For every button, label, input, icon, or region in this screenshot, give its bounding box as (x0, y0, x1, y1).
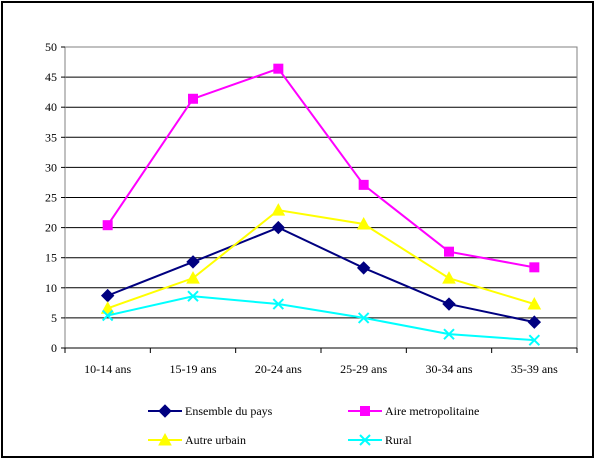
data-point (442, 271, 456, 284)
data-point (271, 203, 286, 216)
y-tick-label: 30 (45, 160, 57, 174)
data-point (357, 312, 370, 324)
legend-item: Rural (348, 433, 412, 447)
data-point (356, 216, 371, 230)
y-axis: 0 5 10 15 20 25 30 35 40 45 50 (45, 40, 65, 355)
data-point (360, 406, 370, 416)
series-3 (101, 290, 541, 346)
x-tick-label: 15-19 ans (170, 362, 217, 376)
data-point (271, 220, 286, 235)
series-1 (102, 63, 540, 273)
data-point (273, 63, 284, 74)
data-point (186, 255, 200, 269)
data-point (527, 297, 542, 310)
y-tick-label: 25 (45, 191, 57, 205)
series-line (107, 209, 535, 310)
y-tick-label: 10 (45, 281, 57, 295)
data-point (442, 297, 456, 311)
data-point (356, 261, 371, 275)
data-point (100, 301, 115, 314)
series-line (107, 226, 535, 324)
x-tick-label: 25-29 ans (340, 362, 387, 376)
y-tick-label: 5 (51, 311, 57, 325)
y-tick-label: 50 (45, 40, 57, 54)
data-point (188, 93, 198, 104)
legend-label: Autre urbain (185, 433, 246, 447)
legend-label: Rural (385, 433, 412, 447)
data-point (528, 334, 541, 346)
legend: Ensemble du pays Aire metropolitaine Autre… (148, 404, 479, 447)
data-point (444, 246, 454, 257)
data-point (443, 328, 455, 340)
y-tick-label: 20 (45, 221, 57, 235)
x-axis: 10-14 ans 15-19 ans 20-24 ans 25-29 ans 30-3… (64, 347, 578, 376)
x-tick-label: 35-39 ans (511, 362, 558, 376)
series-group (100, 63, 542, 346)
x-tick-label: 20-24 ans (255, 362, 302, 376)
legend-label: Aire metropolitaine (385, 404, 479, 418)
data-point (272, 298, 285, 310)
legend-label: Ensemble du pays (185, 404, 273, 418)
series-line (107, 295, 535, 342)
y-tick-label: 40 (45, 100, 57, 114)
legend-item: Aire metropolitaine (348, 404, 479, 418)
x-tick-label: 30-34 ans (426, 362, 473, 376)
y-tick-label: 0 (51, 341, 57, 355)
legend-item: Ensemble du pays (148, 404, 273, 418)
series-line (106, 67, 535, 269)
data-point (101, 309, 114, 322)
data-point (529, 262, 540, 273)
data-point (158, 404, 172, 418)
y-tick-label: 45 (45, 70, 57, 84)
data-point (102, 220, 113, 231)
series-2 (100, 203, 542, 314)
data-point (527, 315, 542, 329)
y-tick-label: 35 (45, 130, 57, 144)
data-point (186, 271, 200, 284)
legend-item: Autre urbain (148, 432, 246, 447)
data-point (359, 434, 371, 446)
x-tick-label: 10-14 ans (84, 362, 131, 376)
y-tick-label: 15 (45, 251, 57, 265)
data-point (358, 179, 369, 190)
data-point (187, 290, 199, 302)
data-point (158, 432, 172, 446)
